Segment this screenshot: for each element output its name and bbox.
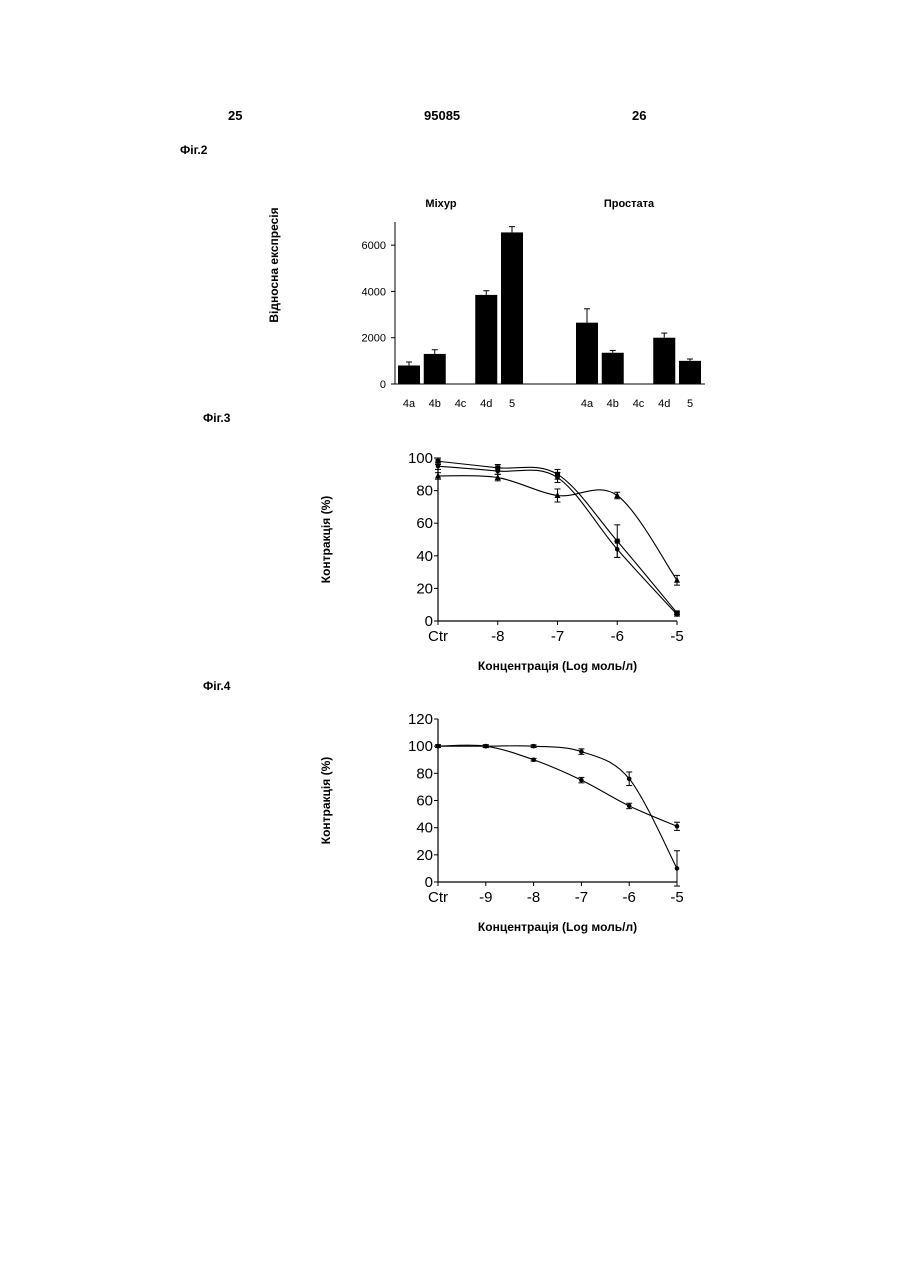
data-point bbox=[579, 749, 584, 754]
series-line bbox=[438, 745, 677, 826]
x-tick-label: -5 bbox=[670, 889, 683, 906]
x-tick-label: -7 bbox=[575, 889, 588, 906]
data-point bbox=[436, 744, 441, 749]
y-tick-label: 20 bbox=[416, 847, 433, 864]
y-tick-label: 40 bbox=[416, 820, 433, 837]
x-tick-label: -8 bbox=[527, 889, 540, 906]
data-point bbox=[531, 757, 536, 762]
x-tick-label: -6 bbox=[623, 889, 636, 906]
y-tick-label: 80 bbox=[416, 765, 433, 782]
y-tick-label: 60 bbox=[416, 793, 433, 810]
x-tick-label: Ctr bbox=[428, 889, 448, 906]
data-point bbox=[484, 744, 489, 749]
data-point bbox=[675, 866, 680, 871]
fig4-x-axis-label: Концентрація (Log моль/л) bbox=[478, 920, 637, 934]
y-tick-label: 120 bbox=[408, 711, 433, 728]
y-tick-label: 100 bbox=[408, 738, 433, 755]
fig4-y-axis-label: Контракція (%) bbox=[319, 757, 333, 845]
data-point bbox=[675, 824, 680, 829]
data-point bbox=[627, 804, 632, 809]
x-tick-label: -9 bbox=[479, 889, 492, 906]
data-point bbox=[579, 778, 584, 783]
data-point bbox=[627, 776, 632, 781]
series-line bbox=[438, 746, 677, 869]
data-point bbox=[531, 744, 536, 749]
